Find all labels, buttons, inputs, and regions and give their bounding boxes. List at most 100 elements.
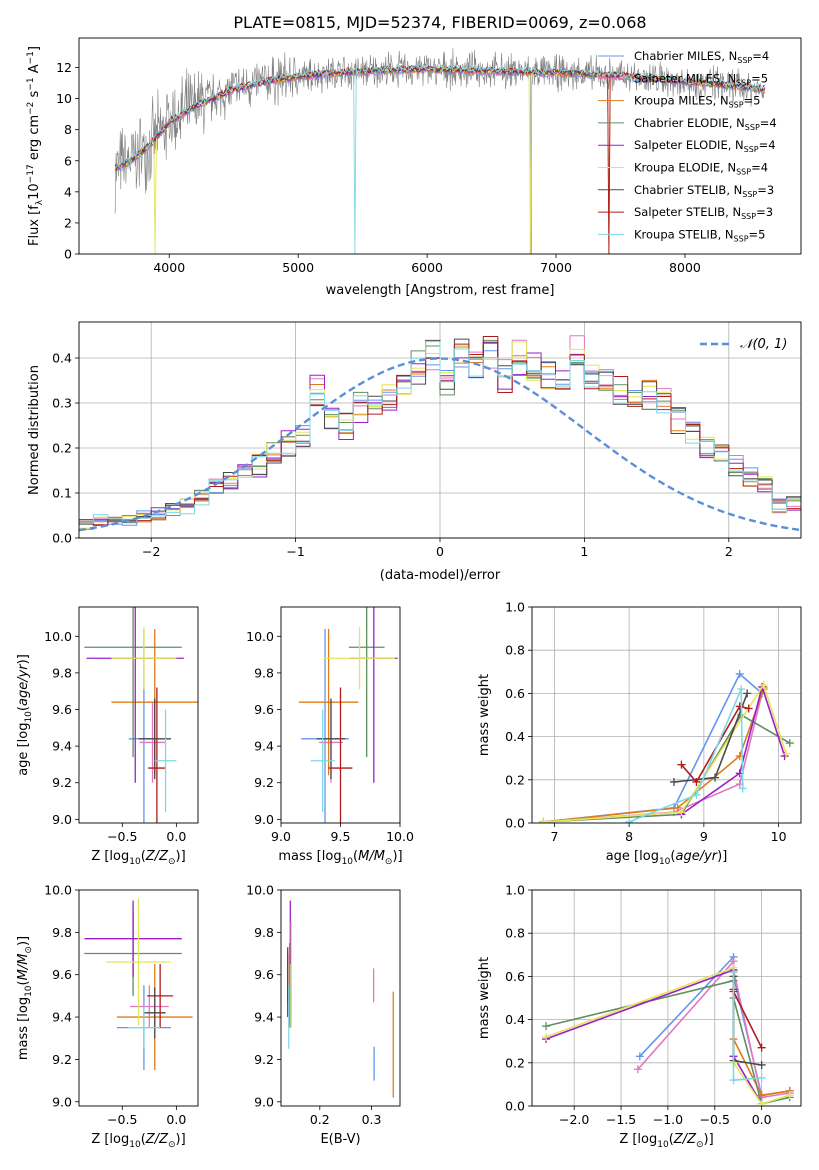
label-part: )] bbox=[16, 936, 31, 946]
label-part: Z/Z bbox=[145, 849, 169, 864]
y-tick-label: 10.0 bbox=[246, 629, 274, 644]
legend-label: 𝒩(0, 1) bbox=[740, 337, 787, 352]
y-tick-label: 9.2 bbox=[52, 775, 72, 790]
label-part: ⊙ bbox=[24, 946, 34, 954]
observed-spectrum bbox=[114, 48, 766, 254]
weight-marker bbox=[782, 749, 791, 758]
y-axis-label: mass weight bbox=[477, 674, 492, 756]
model-kroupa-stelib bbox=[114, 63, 766, 254]
y-tick-label: 0.0 bbox=[505, 816, 525, 831]
x-tick-label: 7000 bbox=[540, 260, 572, 275]
chart-mass_vs_EBV: 0.2 0.3 9.0 9.2 9.4 9.6 9.8 10.0 E(B-V) bbox=[246, 883, 401, 1147]
weight-marker bbox=[757, 1099, 766, 1106]
plot-area bbox=[542, 952, 794, 1106]
plot-area bbox=[79, 335, 801, 532]
y-tick-label: 12 bbox=[56, 60, 72, 75]
x-tick-label: 0 bbox=[436, 544, 444, 559]
label-part: 10 bbox=[27, 183, 42, 200]
x-tick-label: −0.5 bbox=[107, 829, 137, 844]
legend-label-part: =5 bbox=[744, 94, 761, 108]
axes-frame bbox=[78, 37, 802, 255]
label-part: 10 bbox=[129, 1140, 141, 1150]
y-axis-label: Normed distribution bbox=[27, 365, 42, 495]
y-axis-label: age [log10(age/yr)] bbox=[16, 654, 34, 776]
weight-line-salpeter-elodie bbox=[680, 684, 786, 816]
y-tick-label: 9.4 bbox=[254, 739, 274, 754]
x-axis-label: wavelength [Angstrom, rest frame] bbox=[326, 283, 555, 298]
label-part: ( bbox=[16, 706, 31, 711]
label-part: M/M bbox=[358, 849, 385, 864]
y-tick-label: 1.0 bbox=[505, 600, 525, 615]
weight-marker bbox=[743, 689, 752, 698]
legend-label-part: Chabrier ELODIE, N bbox=[634, 116, 745, 130]
chart-age_vs_mass: 9.0 9.5 10.0 9.0 9.2 9.4 9.6 9.8 10.0 mass [log10… bbox=[246, 606, 414, 867]
legend-label-part: SSP bbox=[745, 123, 760, 132]
y-tick-label: 0.8 bbox=[505, 926, 525, 941]
legend-label: Salpeter STELIB, NSSP=3 bbox=[634, 205, 773, 221]
y-tick-label: 0.0 bbox=[52, 531, 72, 546]
label-part: 10 bbox=[659, 857, 671, 867]
label-part: )] bbox=[392, 849, 402, 864]
y-tick-label: 9.0 bbox=[52, 812, 72, 827]
weight-marker bbox=[542, 1032, 551, 1041]
x-tick-label: 9.0 bbox=[271, 829, 291, 844]
y-tick-label: 9.4 bbox=[52, 739, 72, 754]
y-tick-label: 0.2 bbox=[505, 1055, 525, 1070]
x-tick-label: 5000 bbox=[282, 260, 314, 275]
weight-marker bbox=[692, 790, 701, 799]
weight-marker bbox=[757, 1043, 766, 1052]
y-tick-label: 9.4 bbox=[254, 1010, 274, 1025]
label-part: ( bbox=[16, 980, 31, 985]
label-part: −17 bbox=[26, 164, 36, 183]
label-part: ⊙ bbox=[696, 1140, 704, 1150]
y-tick-label: 9.6 bbox=[254, 967, 274, 982]
x-axis-label: Z [log10(Z/Z⊙)] bbox=[91, 1132, 185, 1150]
label-part: M/M bbox=[16, 954, 31, 981]
legend-label: Chabrier STELIB, NSSP=3 bbox=[634, 183, 774, 199]
y-tick-label: 6 bbox=[64, 153, 72, 168]
figure-title: PLATE=0815, MJD=52374, FIBERID=0069, z=0… bbox=[233, 13, 646, 32]
axes-frame bbox=[78, 889, 199, 1107]
y-tick-label: 4 bbox=[64, 184, 72, 199]
hist-salpeter-miles bbox=[79, 335, 801, 530]
weight-marker bbox=[539, 817, 548, 823]
y-tick-label: 9.6 bbox=[52, 967, 72, 982]
x-tick-label: −2 bbox=[142, 544, 160, 559]
hist-kroupa-elodie bbox=[79, 341, 801, 529]
label-part: 10 bbox=[342, 857, 354, 867]
legend-label-part: SSP bbox=[736, 78, 751, 87]
label-part: A bbox=[27, 64, 42, 77]
weight-marker bbox=[711, 773, 720, 782]
axes-frame bbox=[280, 606, 401, 824]
x-tick-label: 0.3 bbox=[362, 1112, 382, 1127]
x-tick-label: 9.5 bbox=[331, 829, 351, 844]
plot-area bbox=[84, 607, 198, 823]
label-part: )] bbox=[176, 1132, 186, 1147]
y-axis-label: Flux [fλ10−17 erg cm−2 s−1 A−1] bbox=[26, 46, 45, 246]
label-part: Flux [f bbox=[27, 205, 42, 246]
y-tick-label: 9.6 bbox=[52, 702, 72, 717]
weight-marker bbox=[735, 702, 744, 711]
legend-label-part: SSP bbox=[744, 145, 759, 154]
label-part: )] bbox=[16, 654, 31, 664]
label-part: )] bbox=[704, 1132, 714, 1147]
legend-label-part: SSP bbox=[737, 56, 752, 65]
y-tick-label: 2 bbox=[64, 215, 72, 230]
label-part: ⊙ bbox=[168, 857, 176, 867]
weight-marker bbox=[738, 784, 747, 793]
y-axis-label: mass weight bbox=[477, 957, 492, 1039]
weight-line-salpeter-miles bbox=[637, 959, 790, 1099]
normal-curve bbox=[79, 357, 801, 532]
weight-line-kroupa-elodie bbox=[543, 682, 787, 823]
weight-marker bbox=[542, 1022, 551, 1031]
legend-label: Chabrier ELODIE, NSSP=4 bbox=[634, 116, 777, 132]
x-tick-label: 7 bbox=[550, 829, 558, 844]
y-tick-label: 9.6 bbox=[254, 702, 274, 717]
legend-label-part: SSP bbox=[734, 234, 749, 243]
weight-marker bbox=[677, 760, 686, 769]
legend-label-part: =4 bbox=[759, 138, 776, 152]
weight-marker bbox=[633, 1065, 642, 1074]
y-tick-label: 9.0 bbox=[254, 812, 274, 827]
